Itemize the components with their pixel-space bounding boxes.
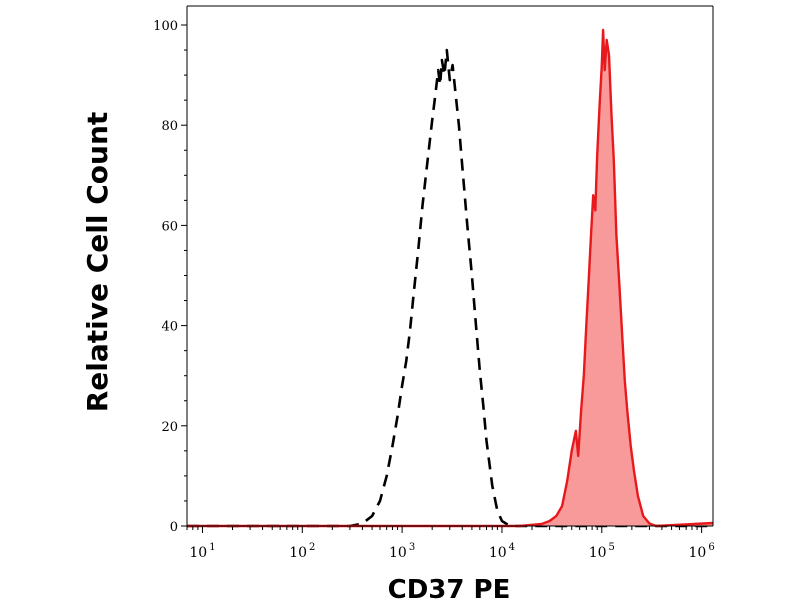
x-tick-label: 10 1 — [189, 542, 215, 561]
x-tick-exponent: 3 — [409, 542, 415, 553]
x-tick-label: 10 5 — [589, 542, 615, 561]
x-tick-exponent: 2 — [309, 542, 315, 553]
series-1-line — [187, 28, 714, 528]
x-tick-base: 10 — [589, 545, 607, 561]
x-tick-label: 10 3 — [389, 542, 415, 561]
plot-area — [187, 28, 714, 528]
x-tick-base: 10 — [189, 545, 207, 561]
x-tick-base: 10 — [489, 545, 507, 561]
x-tick-exponent: 6 — [708, 542, 714, 553]
y-tick-label: 0 — [170, 520, 178, 535]
x-tick-exponent: 5 — [609, 542, 615, 553]
series-1-area — [187, 30, 713, 526]
series-0-line — [187, 48, 713, 528]
x-tick-base: 10 — [689, 545, 707, 561]
y-tick-label: 80 — [161, 119, 178, 134]
x-tick-exponent: 1 — [209, 542, 215, 553]
y-tick-label: 20 — [161, 420, 178, 435]
y-axis-title: Relative Cell Count — [81, 112, 114, 413]
x-tick-base: 10 — [289, 545, 307, 561]
x-tick-label: 10 6 — [689, 542, 715, 561]
y-tick-label: 60 — [161, 219, 178, 234]
y-tick-label: 40 — [161, 320, 178, 335]
x-tick-label: 10 2 — [289, 542, 315, 561]
y-tick-label: 100 — [153, 19, 178, 34]
x-tick-base: 10 — [389, 545, 407, 561]
x-tick-label: 10 4 — [489, 542, 515, 561]
x-axis-title: CD37 PE — [388, 575, 511, 600]
x-tick-exponent: 4 — [509, 542, 515, 553]
